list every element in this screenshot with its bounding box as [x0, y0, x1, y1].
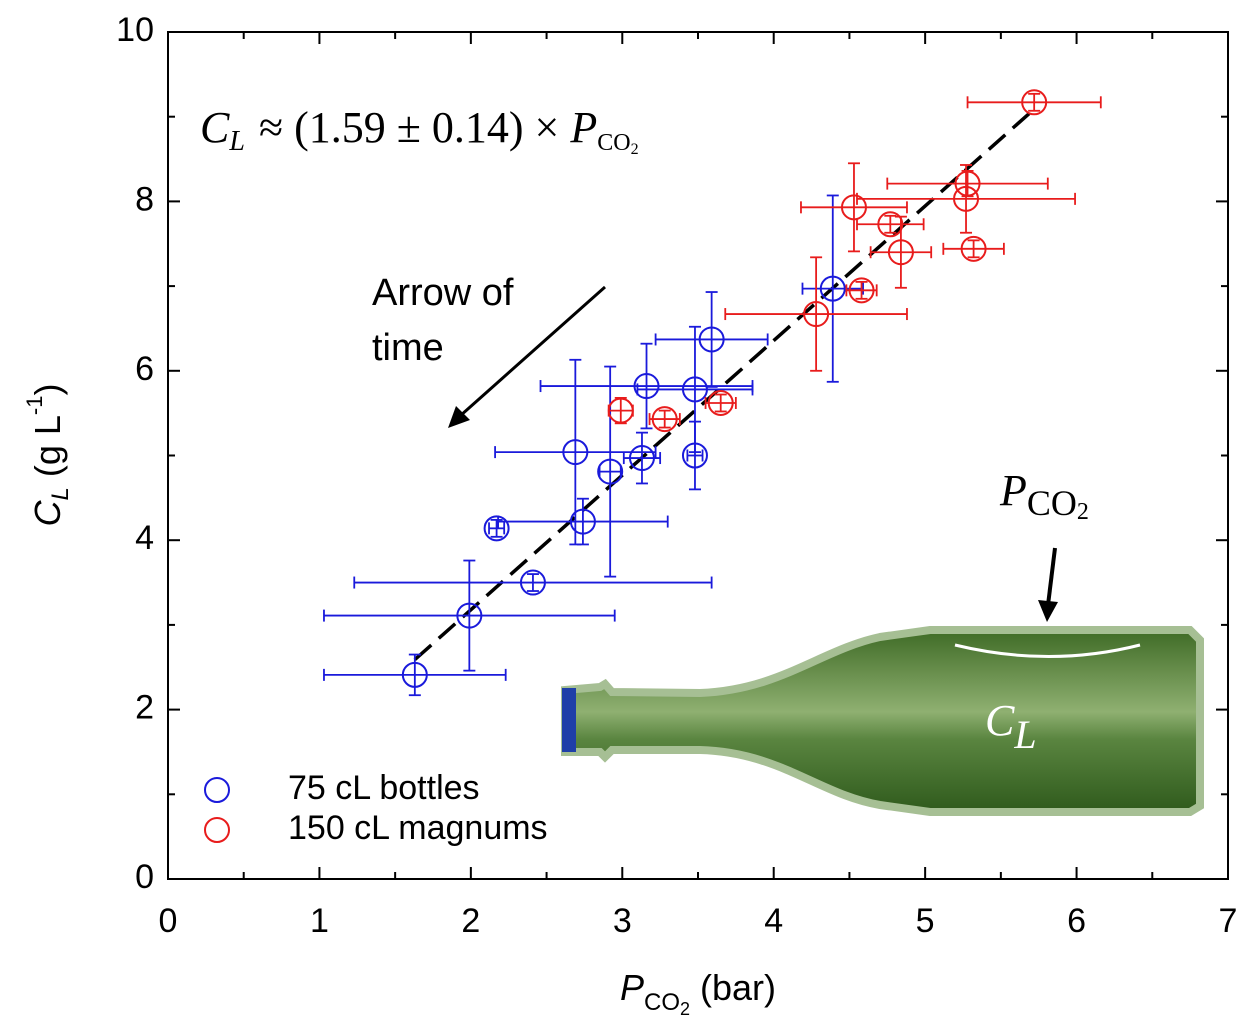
arrow-label: Arrow of: [372, 272, 514, 314]
point: [607, 397, 634, 424]
bottle-illustration: [561, 547, 1204, 816]
point: [819, 275, 846, 302]
y-tick-label: 10: [116, 11, 154, 49]
legend-label: 75 cL bottles: [288, 769, 480, 807]
bottle-body: [561, 626, 1204, 816]
arrow-label: time: [372, 327, 444, 369]
bottle-arrowhead: [1038, 600, 1058, 622]
label-part: 2: [1077, 499, 1089, 525]
point: [651, 406, 678, 433]
eq-part: P: [569, 103, 597, 152]
y-tick-label: 0: [135, 858, 154, 896]
point: [562, 439, 589, 466]
y-tick-label: 8: [135, 180, 154, 218]
point: [707, 389, 734, 416]
point: [960, 235, 987, 262]
bottle-c-label: CL: [985, 696, 1037, 757]
x-tick-label: 2: [461, 902, 480, 940]
label-part: -1: [22, 396, 47, 416]
liquid-surface: [954, 643, 1141, 658]
point: [569, 508, 596, 535]
x-tick-label: 1: [310, 902, 329, 940]
label-part: ): [27, 384, 68, 396]
x-tick-label: 6: [1067, 902, 1086, 940]
label-part: CO: [1027, 483, 1077, 523]
point: [681, 442, 708, 469]
legend-label: 150 cL magnums: [288, 809, 548, 847]
label-part: C: [27, 499, 68, 526]
eq-part: C: [200, 103, 230, 152]
eq-part: CO: [597, 130, 630, 156]
label-part: 2: [680, 999, 690, 1019]
bottle-arrow: [1046, 547, 1057, 606]
point: [628, 445, 655, 472]
point: [840, 194, 867, 221]
point: [597, 458, 624, 485]
y-tick-label: 2: [135, 689, 154, 727]
point: [698, 326, 725, 353]
label-part: (bar): [690, 967, 776, 1008]
x-tick-label: 3: [613, 902, 632, 940]
point: [848, 277, 875, 304]
time-arrow: [459, 285, 606, 418]
label-part: (g L: [27, 415, 68, 487]
point: [1021, 89, 1048, 116]
point: [887, 239, 914, 266]
fit-line: [413, 107, 1036, 661]
x-tick-label: 4: [764, 902, 783, 940]
point: [877, 211, 904, 238]
point: [519, 569, 546, 596]
y-tick-label: 6: [135, 350, 154, 388]
x-tick-label: 0: [159, 902, 178, 940]
plot: [323, 89, 1102, 697]
point: [483, 515, 510, 542]
point: [803, 301, 830, 328]
eq-part: 2: [631, 141, 639, 158]
point: [401, 661, 428, 688]
point: [954, 170, 981, 197]
x-tick-label: 5: [916, 902, 935, 940]
label-part: L: [47, 487, 74, 500]
point: [953, 185, 980, 212]
bottle-cap: [562, 688, 576, 752]
label-part: P: [620, 967, 644, 1008]
label-part: C: [985, 696, 1015, 745]
x-axis-label: PCO2 (bar): [620, 967, 776, 1019]
point: [633, 373, 660, 400]
x-tick-label: 7: [1219, 902, 1238, 940]
y-axis-label: CL (g L-1): [22, 384, 75, 527]
equation: CL ≈ (1.59 ± 0.14) × PCO2: [200, 103, 639, 158]
y-tick-label: 4: [135, 519, 154, 557]
label-part: CO: [644, 989, 680, 1016]
legend-marker: [204, 777, 230, 803]
eq-part: L: [228, 126, 245, 157]
point: [681, 376, 708, 403]
legend-marker: [204, 817, 230, 843]
time-arrowhead: [448, 406, 470, 428]
label-part: L: [1013, 712, 1036, 757]
point: [456, 602, 483, 629]
label-part: P: [999, 466, 1027, 515]
eq-part: ≈ (1.59 ± 0.14) ×: [259, 103, 570, 152]
bottle-p-label: PCO2: [999, 466, 1089, 524]
